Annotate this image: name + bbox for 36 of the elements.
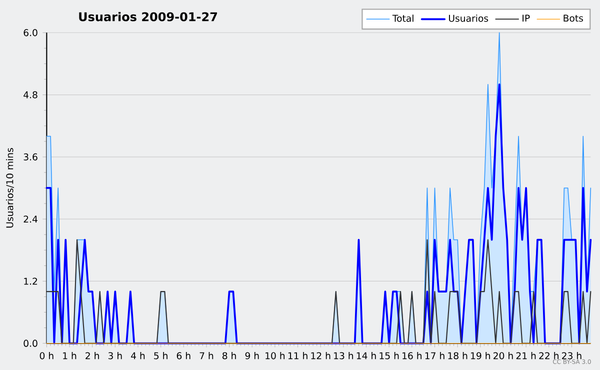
x-tick-label: 4 h [131,352,145,360]
x-tick-label: 6 h [176,352,190,360]
legend-label: Bots [564,14,584,22]
x-tick-label: 5 h [154,352,168,360]
x-tick-label: 2 h [86,352,99,360]
x-tick-label: 8 h [222,352,236,360]
x-tick-label: 16 h [402,352,422,360]
y-axis-title: Usuarios/10 mins [6,148,14,228]
x-tick-label: 17 h [425,352,444,360]
y-tick-label: 3.6 [24,153,38,160]
x-tick-label: 7 h [200,352,214,360]
x-tick-label: 1 h [63,352,76,360]
y-tick-label: 2.4 [24,216,38,223]
y-tick-label: 4.8 [24,91,38,98]
y-tick-label: 0.0 [24,340,38,347]
x-tick-label: 11 h [288,352,308,360]
x-tick-label: 23 h [562,352,582,360]
x-tick-label: 9 h [245,352,259,360]
x-tick-label: 10 h [266,352,285,360]
x-tick-label: 0 h [40,352,54,360]
legend-label: IP [522,14,530,22]
x-tick-label: 15 h [380,352,399,360]
legend-label: Total [392,14,414,22]
x-tick-label: 3 h [108,352,122,360]
y-tick-label: 1.2 [24,278,38,285]
x-tick-label: 20 h [494,352,513,360]
x-tick-label: 12 h [311,352,330,360]
x-tick-label: 22 h [539,352,558,360]
y-tick-label: 6.0 [24,29,38,36]
chart-title: Usuarios 2009-01-27 [79,12,217,22]
x-tick-label: 18 h [448,352,468,360]
x-tick-label: 21 h [516,352,536,360]
x-tick-label: 13 h [334,352,354,360]
x-tick-label: 14 h [356,352,376,360]
legend-label: Usuarios [449,14,488,22]
x-tick-label: 19 h [471,352,490,360]
